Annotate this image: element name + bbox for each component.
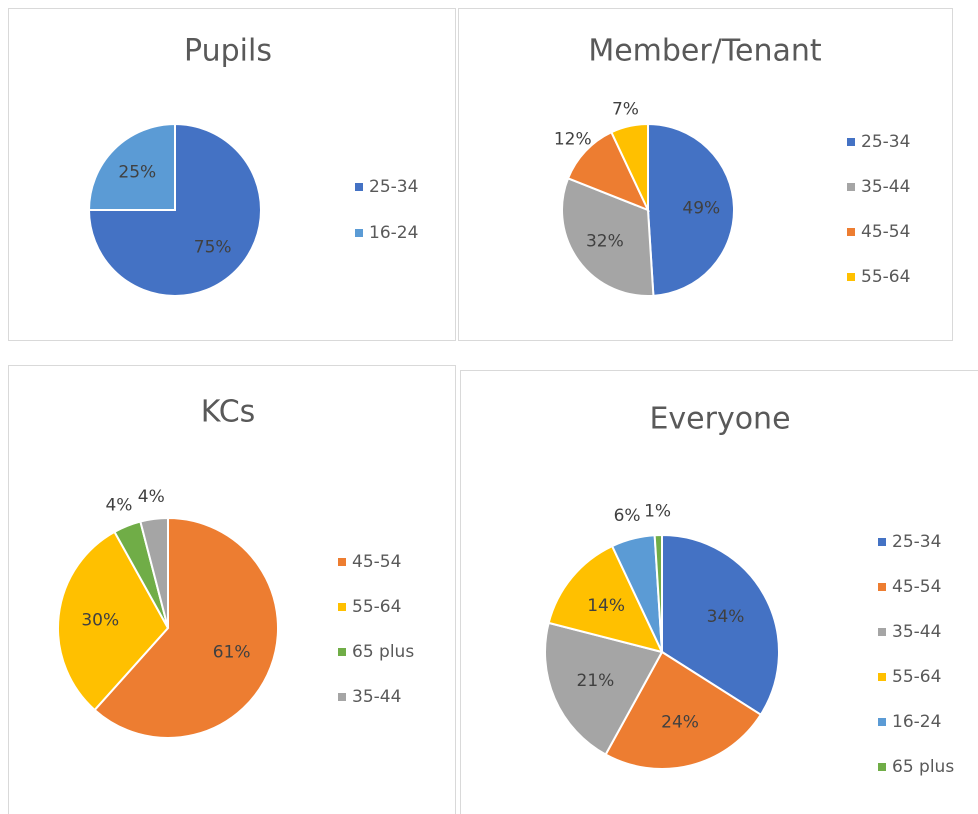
data-label: 75% <box>194 238 232 258</box>
legend-swatch <box>338 603 346 611</box>
data-label: 12% <box>554 129 592 149</box>
legend-label: 45-54 <box>352 552 401 572</box>
pie-slice <box>57 530 170 712</box>
panel-frame <box>8 8 456 341</box>
pie-slice <box>87 122 262 297</box>
data-label: 25% <box>118 162 156 182</box>
pie-slice <box>87 122 176 211</box>
data-label: 49% <box>682 198 720 218</box>
chart-title: KCs <box>201 395 256 430</box>
data-label: 32% <box>586 231 624 251</box>
data-label: 24% <box>661 712 699 732</box>
legend-label: 35-44 <box>861 177 910 197</box>
pie-slice <box>653 533 663 653</box>
pie-slice <box>547 544 664 654</box>
pie-slice <box>139 516 169 629</box>
legend-label: 25-34 <box>861 132 910 152</box>
chart-title: Pupils <box>184 34 272 69</box>
legend-swatch <box>878 628 886 636</box>
legend-swatch <box>847 138 855 146</box>
legend-swatch <box>878 763 886 771</box>
data-label: 4% <box>105 495 132 515</box>
legend-swatch <box>878 538 886 546</box>
data-label: 61% <box>213 642 251 662</box>
data-label: 1% <box>644 502 671 522</box>
chart-title: Member/Tenant <box>588 34 822 69</box>
legend-swatch <box>878 583 886 591</box>
data-label: 4% <box>138 487 165 507</box>
legend-label: 45-54 <box>861 222 910 242</box>
pie-slice <box>610 122 649 211</box>
chart-title: Everyone <box>649 402 790 437</box>
legend-label: 65 plus <box>892 757 954 777</box>
legend-swatch <box>355 183 363 191</box>
data-label: 34% <box>707 607 745 627</box>
pie-slice <box>561 177 655 297</box>
legend-label: 45-54 <box>892 577 941 597</box>
pie-slice <box>604 650 763 770</box>
panel-frame <box>460 370 978 814</box>
data-label: 7% <box>612 99 639 119</box>
pie-slice <box>544 621 664 756</box>
legend-label: 55-64 <box>892 667 941 687</box>
panel-frame <box>8 365 456 814</box>
legend-swatch <box>338 693 346 701</box>
data-label: 14% <box>587 596 625 616</box>
legend-swatch <box>847 228 855 236</box>
pie-slice <box>566 130 650 212</box>
data-label: 30% <box>81 610 119 630</box>
legend-label: 25-34 <box>369 177 418 197</box>
legend-label: 35-44 <box>892 622 941 642</box>
data-label: 6% <box>614 506 641 526</box>
legend-label: 16-24 <box>369 223 418 243</box>
pie-slice <box>93 516 279 739</box>
legend-label: 16-24 <box>892 712 941 732</box>
pie-slice <box>647 122 735 297</box>
legend-swatch <box>847 183 855 191</box>
data-label: 21% <box>577 671 615 691</box>
legend-swatch <box>338 558 346 566</box>
legend-swatch <box>878 718 886 726</box>
legend-swatch <box>338 648 346 656</box>
legend-label: 25-34 <box>892 532 941 552</box>
legend-label: 55-64 <box>352 597 401 617</box>
legend-label: 35-44 <box>352 687 401 707</box>
legend-swatch <box>878 673 886 681</box>
legend-swatch <box>355 229 363 237</box>
legend-label: 55-64 <box>861 267 910 287</box>
legend-label: 65 plus <box>352 642 414 662</box>
legend-swatch <box>847 273 855 281</box>
panel-frame <box>458 8 953 341</box>
